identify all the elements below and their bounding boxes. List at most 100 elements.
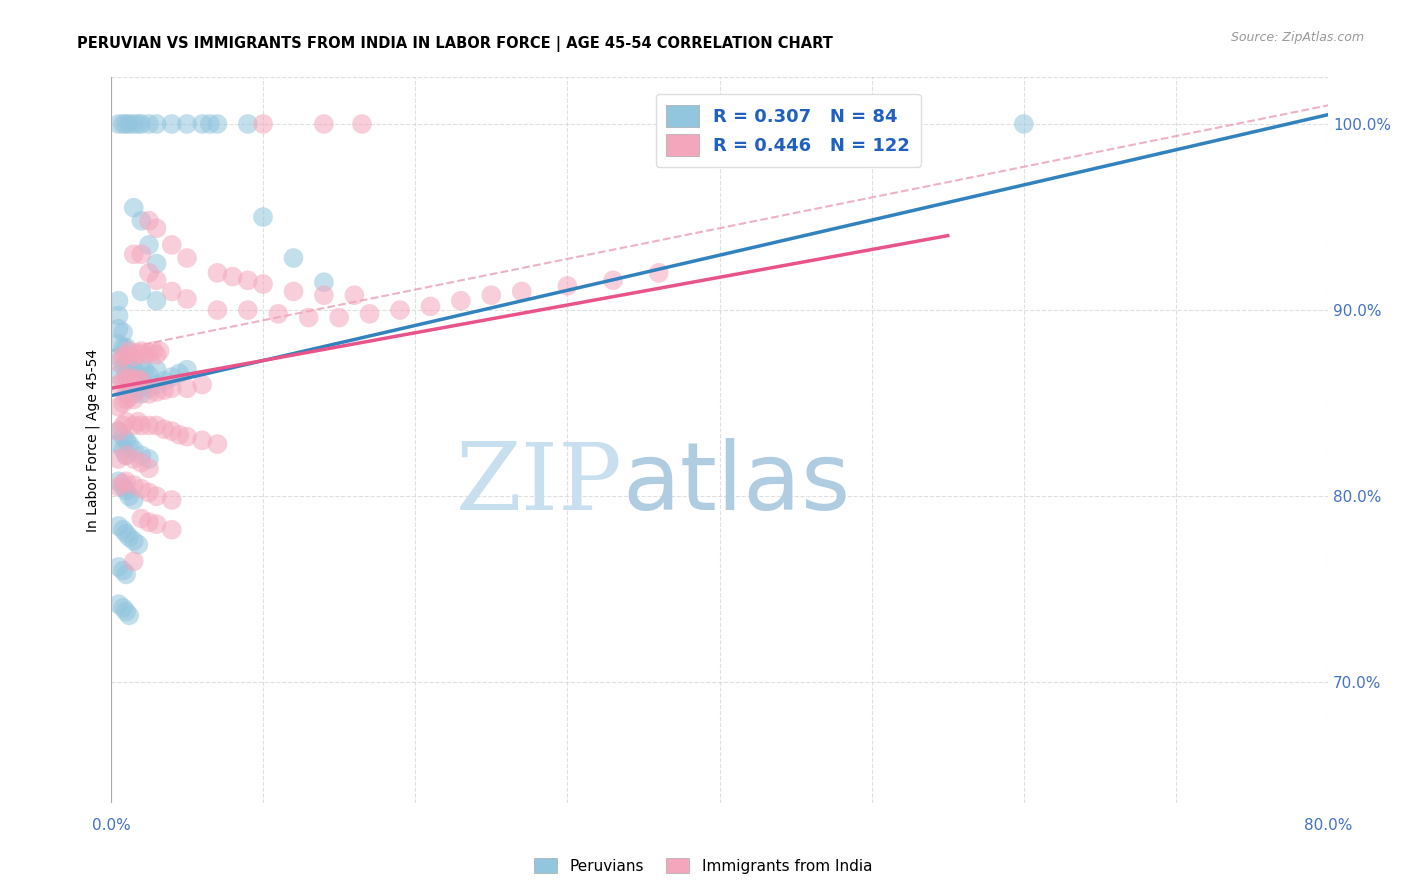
Point — [107, 475, 129, 489]
Point — [107, 322, 129, 336]
Point — [131, 285, 153, 299]
Point — [145, 293, 167, 308]
Point — [131, 418, 153, 433]
Point — [122, 201, 145, 215]
Point — [236, 303, 259, 318]
Point — [145, 377, 167, 392]
Point — [138, 461, 160, 475]
Point — [118, 489, 141, 503]
Point — [343, 288, 366, 302]
Point — [138, 346, 160, 360]
Point — [207, 266, 229, 280]
Point — [118, 117, 141, 131]
Point — [145, 362, 167, 376]
Point — [122, 362, 145, 376]
Point — [115, 475, 138, 489]
Point — [118, 377, 141, 392]
Point — [350, 117, 373, 131]
Point — [388, 303, 411, 318]
Point — [115, 340, 138, 354]
Point — [112, 359, 135, 373]
Point — [107, 480, 129, 494]
Point — [118, 391, 141, 405]
Point — [145, 273, 167, 287]
Text: 0.0%: 0.0% — [91, 818, 131, 833]
Point — [145, 418, 167, 433]
Point — [138, 238, 160, 252]
Point — [138, 213, 160, 227]
Point — [131, 374, 153, 388]
Point — [252, 277, 274, 291]
Point — [145, 489, 167, 503]
Point — [118, 350, 141, 364]
Point — [115, 605, 138, 619]
Point — [127, 415, 149, 429]
Y-axis label: In Labor Force | Age 45-54: In Labor Force | Age 45-54 — [86, 349, 100, 532]
Point — [138, 387, 160, 401]
Point — [131, 247, 153, 261]
Point — [127, 346, 149, 360]
Point — [236, 117, 259, 131]
Point — [138, 418, 160, 433]
Point — [328, 310, 350, 325]
Point — [107, 519, 129, 533]
Point — [118, 530, 141, 544]
Point — [298, 310, 321, 325]
Point — [122, 442, 145, 457]
Point — [115, 387, 138, 401]
Point — [169, 367, 191, 381]
Point — [145, 384, 167, 399]
Point — [145, 348, 167, 362]
Point — [115, 567, 138, 582]
Point — [153, 383, 176, 397]
Point — [138, 266, 160, 280]
Point — [510, 285, 533, 299]
Point — [160, 492, 183, 507]
Point — [131, 374, 153, 388]
Point — [115, 448, 138, 462]
Point — [138, 485, 160, 500]
Point — [252, 210, 274, 224]
Point — [138, 117, 160, 131]
Point — [312, 288, 335, 302]
Point — [176, 292, 198, 306]
Text: ZIP: ZIP — [456, 439, 621, 529]
Point — [118, 362, 141, 376]
Point — [118, 437, 141, 451]
Point — [191, 377, 214, 392]
Point — [115, 448, 138, 462]
Point — [107, 377, 129, 392]
Point — [221, 269, 243, 284]
Point — [115, 372, 138, 386]
Text: Source: ZipAtlas.com: Source: ZipAtlas.com — [1230, 31, 1364, 45]
Point — [207, 303, 229, 318]
Point — [115, 355, 138, 369]
Point — [176, 117, 198, 131]
Point — [112, 374, 135, 388]
Point — [127, 381, 149, 395]
Text: PERUVIAN VS IMMIGRANTS FROM INDIA IN LABOR FORCE | AGE 45-54 CORRELATION CHART: PERUVIAN VS IMMIGRANTS FROM INDIA IN LAB… — [77, 36, 834, 52]
Point — [115, 526, 138, 541]
Point — [127, 368, 149, 383]
Point — [115, 483, 138, 498]
Point — [131, 482, 153, 496]
Point — [112, 340, 135, 354]
Point — [107, 437, 129, 451]
Point — [107, 309, 129, 323]
Point — [107, 293, 129, 308]
Point — [107, 355, 129, 369]
Point — [122, 418, 145, 433]
Point — [112, 480, 135, 494]
Point — [122, 478, 145, 492]
Point — [160, 381, 183, 395]
Point — [236, 273, 259, 287]
Point — [160, 117, 183, 131]
Point — [112, 350, 135, 364]
Point — [419, 299, 441, 313]
Point — [131, 117, 153, 131]
Legend: R = 0.307   N = 84, R = 0.446   N = 122: R = 0.307 N = 84, R = 0.446 N = 122 — [655, 94, 921, 167]
Point — [160, 238, 183, 252]
Point — [112, 418, 135, 433]
Point — [169, 427, 191, 442]
Point — [122, 374, 145, 388]
